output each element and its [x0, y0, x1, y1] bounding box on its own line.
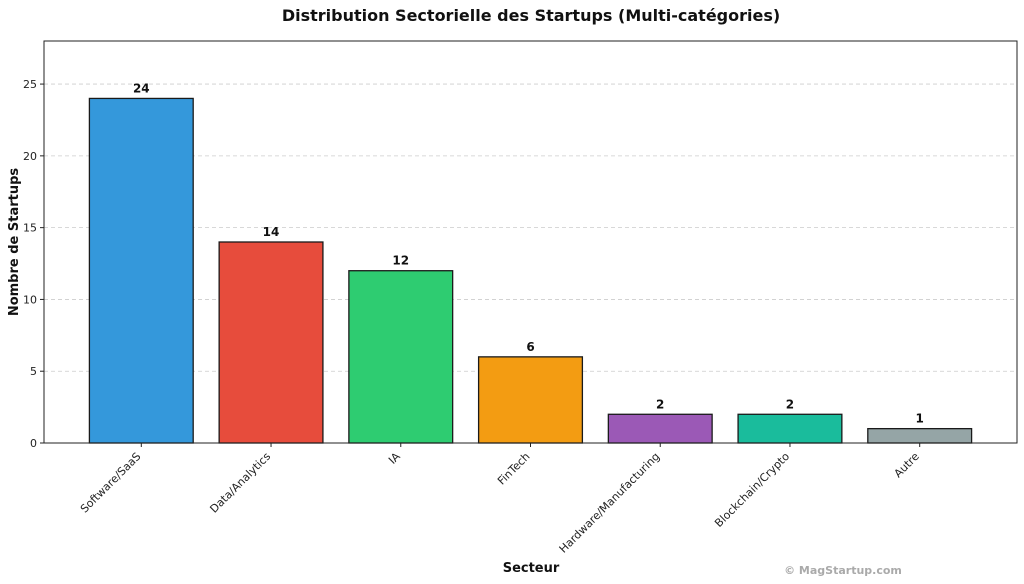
bar [218, 241, 324, 444]
data-label: 14 [263, 225, 280, 239]
x-tick-label: Blockchain/Crypto [712, 450, 792, 530]
data-label: 12 [392, 254, 409, 268]
bars: 24 14 12 6 2 2 1 [88, 81, 973, 444]
x-tick-label: FinTech [495, 450, 533, 488]
y-tick-label: 5 [30, 365, 37, 378]
data-label: 2 [656, 397, 664, 411]
chart-title: Distribution Sectorielle des Startups (M… [282, 6, 780, 25]
plot-frame [43, 40, 1018, 444]
x-tick-label: Hardware/Manufacturing [557, 450, 663, 556]
bar [477, 356, 584, 444]
bar [607, 413, 713, 444]
y-axis-label: Nombre de Startups [7, 168, 22, 317]
x-tick-label: Autre [892, 450, 922, 480]
bar [88, 97, 194, 444]
x-axis: Software/SaaS Data/Analytics IA FinTech Hard… [78, 443, 922, 556]
y-tick-label: 0 [30, 437, 37, 450]
data-label: 1 [916, 412, 924, 426]
data-label: 6 [526, 340, 534, 354]
x-axis-label: Secteur [503, 561, 560, 576]
data-label: 2 [786, 397, 794, 411]
bar [737, 413, 843, 444]
watermark: © MagStartup.com [784, 564, 902, 577]
y-tick-label: 25 [23, 78, 37, 91]
data-label: 24 [133, 81, 150, 95]
x-tick-label: IA [386, 450, 403, 467]
bar [348, 270, 454, 444]
x-tick-label: Software/SaaS [78, 450, 144, 516]
y-axis: 0 5 10 15 20 25 [23, 78, 44, 450]
y-tick-label: 15 [23, 222, 37, 235]
y-tick-label: 20 [23, 150, 37, 163]
x-tick-label: Data/Analytics [207, 450, 273, 516]
bar [867, 427, 973, 444]
y-tick-label: 10 [23, 293, 37, 306]
